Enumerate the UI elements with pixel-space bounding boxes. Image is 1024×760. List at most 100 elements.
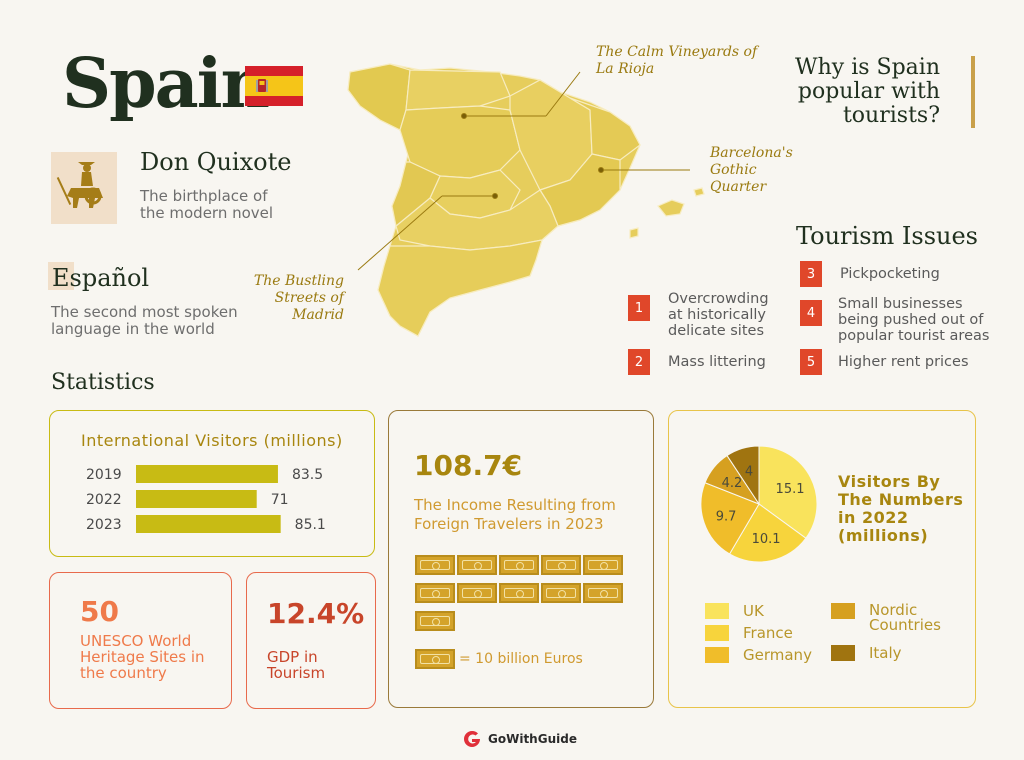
income-desc-line: The Income Resulting from (414, 496, 616, 514)
bill-icon (415, 611, 455, 631)
issue-text-line: Small businesses (838, 296, 963, 312)
spain-map (347, 63, 705, 337)
bill-pictogram (415, 555, 631, 631)
gdp-desc-line: GDP in (267, 648, 318, 666)
gdp-desc-line: Tourism (267, 664, 326, 682)
issue-number-badge: 3 (800, 261, 822, 287)
spain-flag-icon (245, 66, 303, 106)
pie-slice (728, 503, 807, 563)
map-region-ibiza (629, 227, 639, 239)
issue-text-line: Mass littering (668, 354, 766, 370)
pie-slice-label: 4 (745, 465, 753, 480)
pie-title-line: Visitors By (838, 472, 941, 491)
pie-slice (726, 445, 760, 506)
issue-text-line: Overcrowding (668, 291, 769, 307)
bill-icon (415, 583, 455, 603)
pie-slice-label: 10.1 (752, 532, 781, 547)
bar-value-label: 85.1 (295, 517, 326, 533)
why-heading-line: Why is Spain (795, 55, 940, 80)
legend-swatch-uk (705, 603, 729, 619)
legend-swatch-nordic (831, 603, 855, 619)
why-accent-bar (971, 56, 975, 128)
unesco-desc-line: UNESCO World (80, 632, 192, 650)
map-region-extremadura (391, 161, 441, 228)
gowithguide-logo-icon (464, 730, 480, 747)
legend-label-nordic: Nordic Countries (869, 601, 941, 634)
legend-label-italy: Italy (869, 643, 902, 662)
don-quixote-icon (51, 152, 117, 224)
issue-number-badge: 2 (628, 349, 650, 375)
pie-title-line: (millions) (838, 526, 929, 545)
bar-value-label: 71 (271, 492, 289, 508)
map-region-balearic (657, 199, 685, 217)
callout-rioja: La Rioja (596, 61, 655, 77)
unesco-value: 50 (80, 595, 119, 628)
map-region-castilla-mancha (395, 189, 559, 251)
visitors-pie-chart: 15.1 10.1 9.7 4.24 (700, 445, 818, 563)
pie-slice (700, 482, 760, 555)
legend-label-germany: Germany (743, 645, 812, 664)
bill-icon (415, 555, 455, 575)
bill-icon (499, 583, 539, 603)
income-value: 108.7€ (414, 449, 523, 482)
bill-icon (457, 583, 497, 603)
visitors-bar-card: International Visitors (millions) 2019 83… (49, 410, 375, 557)
pie-card: 15.1 10.1 9.7 4.2 4 Visitors By The Numbers … (668, 410, 976, 708)
map-region-galicia (347, 63, 411, 131)
page-title: Spain (62, 44, 270, 124)
pie-title-line: in 2022 (838, 508, 909, 527)
bar (136, 465, 278, 483)
bar-category-label: 2019 (86, 467, 122, 483)
bar-category-label: 2022 (86, 492, 122, 508)
don-quixote-desc-line: The birthplace of (140, 187, 268, 205)
legend-label-uk: UK (743, 601, 764, 620)
map-region-catalonia (569, 97, 641, 161)
pie-slice (758, 445, 818, 539)
espanol-title: Español (52, 264, 150, 292)
income-card: 108.7€ The Income Resulting from Foreign… (388, 410, 654, 708)
issue-text-line: being pushed out of (838, 312, 984, 328)
issue-text-line: delicate sites (668, 323, 764, 339)
unesco-card: 50 UNESCO World Heritage Sites in the co… (49, 572, 232, 709)
income-desc-line: Foreign Travelers in 2023 (414, 515, 604, 533)
gdp-value: 12.4% (267, 597, 365, 630)
statistics-title: Statistics (51, 370, 155, 395)
callout-barcelona: Quarter (710, 179, 767, 195)
bill-icon (583, 583, 623, 603)
don-quixote-title: Don Quixote (140, 148, 292, 176)
issue-number-badge: 1 (628, 295, 650, 321)
bill-icon (583, 555, 623, 575)
pie-slice-label: 9.7 (716, 509, 737, 524)
map-region-andalusia (377, 239, 543, 337)
visitors-bar-chart: 2019 83.5 2022 71 2023 85.1 (86, 465, 326, 533)
pie-slice-label: 15.1 (776, 482, 805, 497)
footer-brand: GoWithGuide (488, 732, 577, 746)
callout-madrid: Streets of (274, 290, 344, 306)
bill-icon (541, 555, 581, 575)
callout-madrid: The Bustling (253, 273, 344, 289)
callout-madrid: Madrid (292, 307, 344, 323)
espanol-desc-line: The second most spoken (51, 303, 238, 321)
pie-title-line: The Numbers (838, 490, 964, 509)
callout-barcelona: Gothic (710, 162, 757, 178)
bill-legend-text: = 10 billion Euros (459, 651, 583, 667)
espanol-desc-line: language in the world (51, 320, 215, 338)
bar-value-label: 83.5 (292, 467, 323, 483)
bill-icon (541, 583, 581, 603)
legend-swatch-france (705, 625, 729, 641)
map-region-balearic-small (693, 187, 705, 197)
bill-icon (499, 555, 539, 575)
bill-icon (457, 555, 497, 575)
tourism-issues-title: Tourism Issues (796, 222, 978, 250)
gdp-card: 12.4% GDP in Tourism (246, 572, 376, 709)
issue-number-badge: 4 (800, 300, 822, 326)
bar (136, 490, 257, 508)
legend-swatch-germany (705, 647, 729, 663)
callout-rioja: The Calm Vineyards of (596, 44, 758, 60)
pie-slice-label: 4.2 (722, 476, 743, 491)
legend-swatch-italy (831, 645, 855, 661)
bar (136, 515, 281, 533)
legend-label-france: France (743, 623, 793, 642)
callout-barcelona: Barcelona's (710, 145, 793, 161)
unesco-desc-line: Heritage Sites in (80, 648, 205, 666)
